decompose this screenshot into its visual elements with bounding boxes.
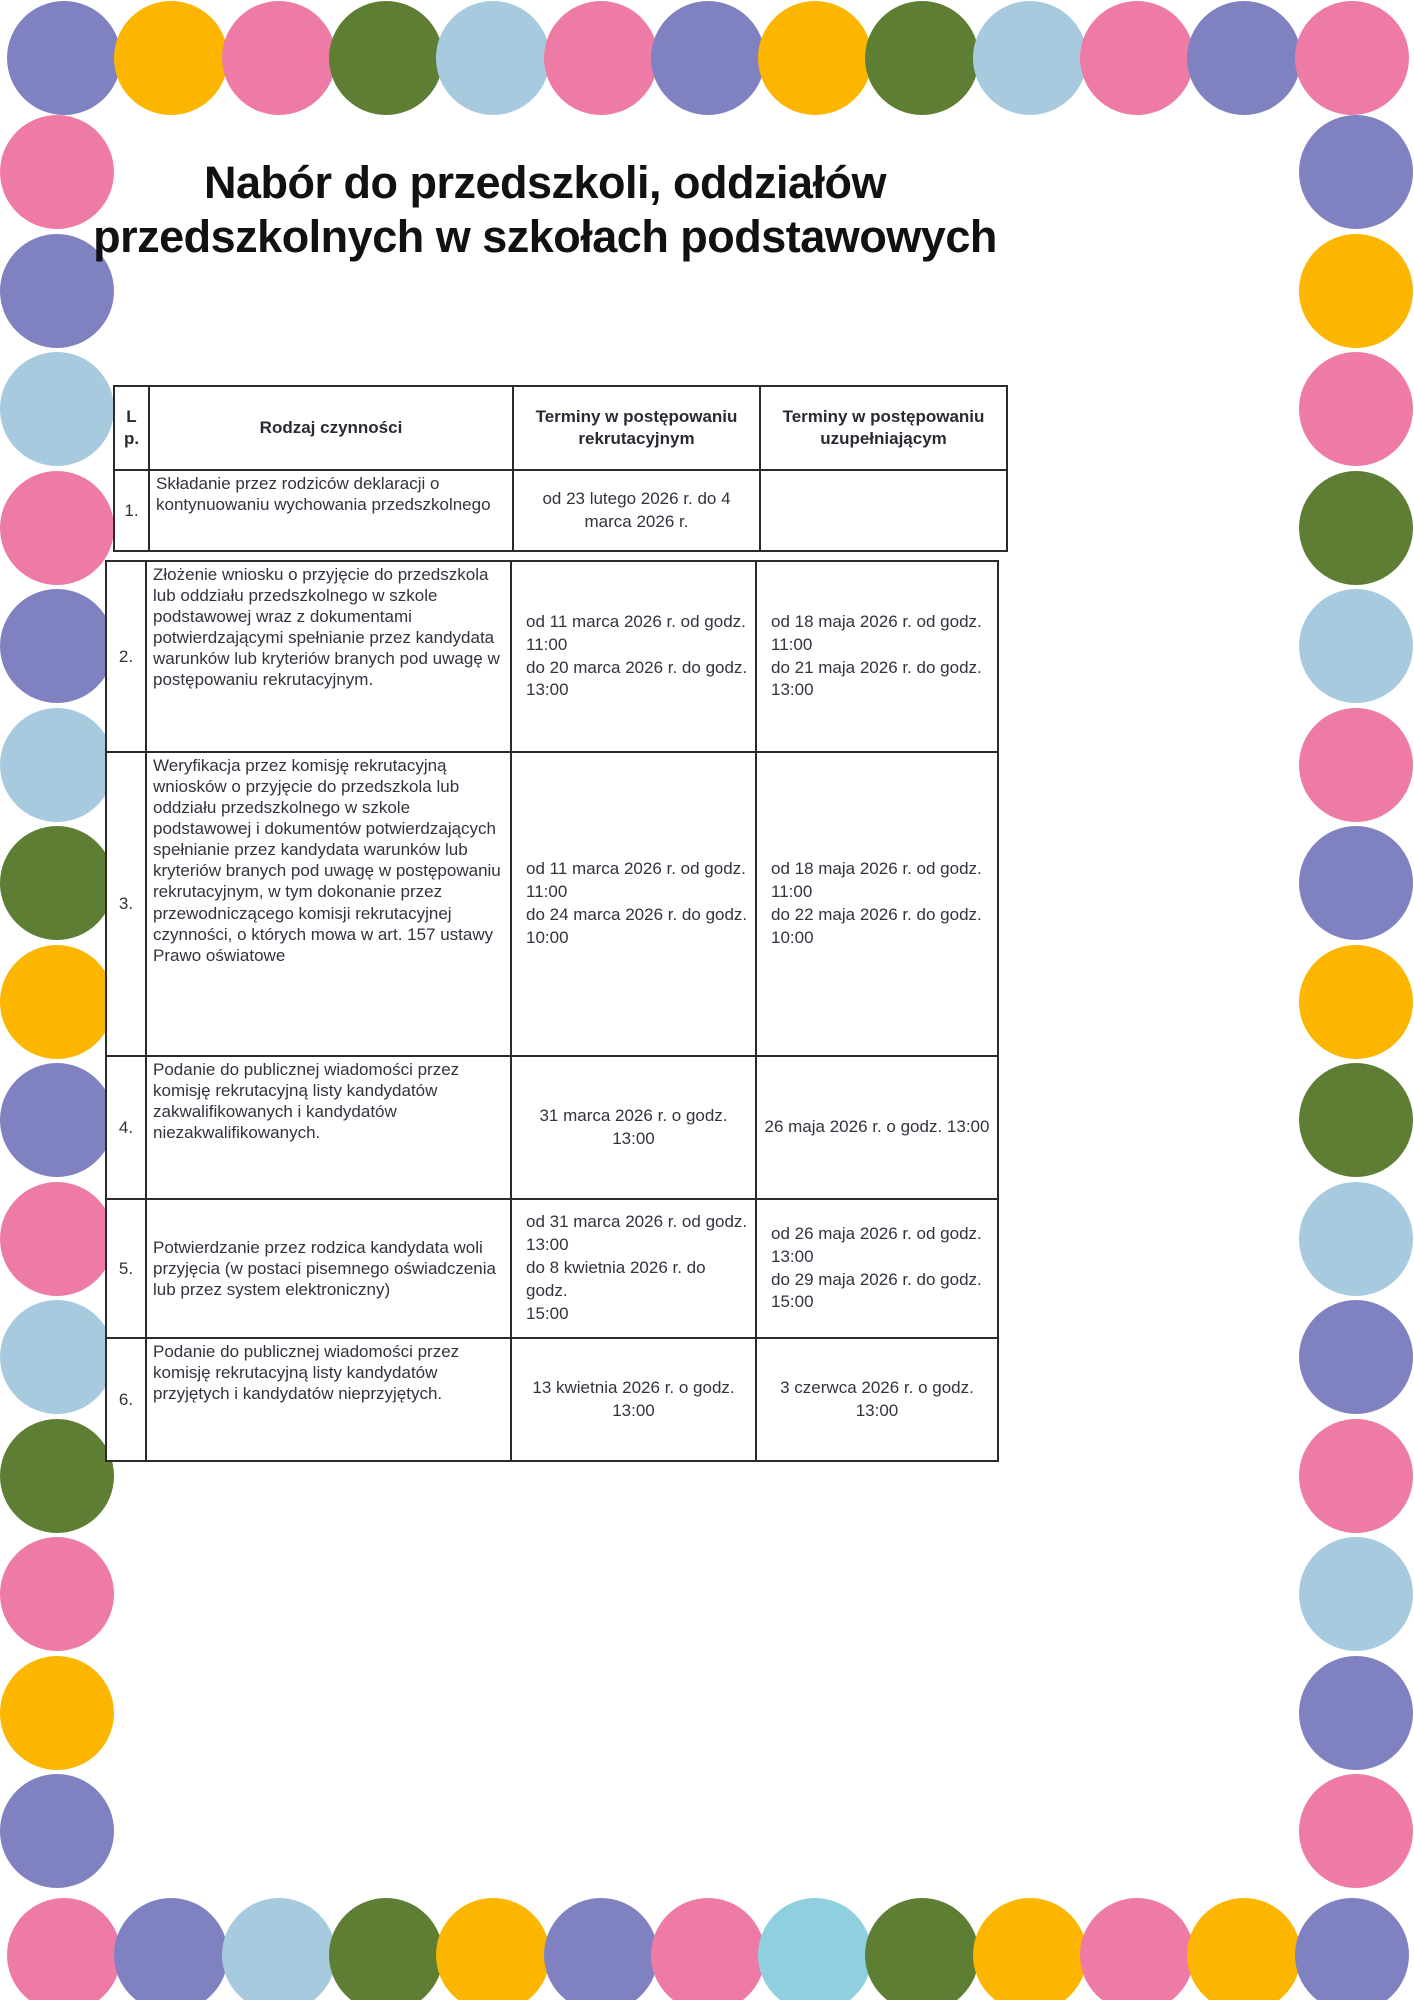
lightblue-circle <box>0 1300 114 1414</box>
pink-circle <box>0 1537 114 1651</box>
cell-activity: Składanie przez rodziców deklaracji o ko… <box>148 469 514 552</box>
cell-activity: Potwierdzanie przez rodzica kandydata wo… <box>145 1198 512 1339</box>
cell-activity: Podanie do publicznej wiadomości przez k… <box>145 1055 512 1200</box>
green-circle <box>0 1418 114 1533</box>
purple-circle <box>0 1774 114 1888</box>
table-row: 3. Weryfikacja przez komisję rekrutacyjn… <box>105 751 999 1057</box>
purple-circle <box>0 589 114 703</box>
lightblue-circle <box>1299 1181 1413 1296</box>
lightblue-circle <box>221 1898 336 2000</box>
pink-circle <box>1299 1774 1413 1888</box>
page-title: Nabór do przedszkoli, oddziałów przedszk… <box>70 156 1020 264</box>
pink-circle <box>1299 1418 1413 1533</box>
pink-circle <box>7 1898 121 2000</box>
cell-recruitment-dates: 13 kwietnia 2026 r. o godz. 13:00 <box>510 1337 757 1462</box>
green-circle <box>328 1 443 115</box>
lightblue-circle <box>972 1 1087 115</box>
purple-circle <box>1299 115 1413 229</box>
pink-circle <box>0 1181 114 1296</box>
page-title-line2: przedszkolnych w szkołach podstawowych <box>93 211 997 262</box>
cell-lp: 3. <box>105 751 147 1057</box>
pink-circle <box>221 1 336 115</box>
yellow-circle <box>972 1898 1087 2000</box>
cell-recruitment-dates: od 23 lutego 2026 r. do 4 marca 2026 r. <box>512 469 761 552</box>
purple-circle <box>7 1 121 115</box>
cell-recruitment-dates: od 11 marca 2026 r. od godz. 11:00 do 24… <box>510 751 757 1057</box>
purple-circle <box>0 233 114 348</box>
green-circle <box>865 1898 980 2000</box>
purple-circle <box>114 1898 229 2000</box>
pink-circle <box>543 1 658 115</box>
cell-recruitment-dates: 31 marca 2026 r. o godz. 13:00 <box>510 1055 757 1200</box>
cell-lp: 5. <box>105 1198 147 1339</box>
purple-circle <box>0 1063 114 1177</box>
cyan-circle <box>758 1898 873 2000</box>
purple-circle <box>1299 1655 1413 1770</box>
purple-circle <box>1187 1 1302 115</box>
table-row: 1. Składanie przez rodziców deklaracji o… <box>113 469 1008 552</box>
green-circle <box>1299 1063 1413 1177</box>
page-title-line1: Nabór do przedszkoli, oddziałów <box>203 157 887 208</box>
cell-recruitment-dates: od 31 marca 2026 r. od godz. 13:00 do 8 … <box>510 1198 757 1339</box>
header-recruitment: Terminy w postępowaniu rekrutacyjnym <box>512 385 761 471</box>
header-activity: Rodzaj czynności <box>148 385 514 471</box>
lightblue-circle <box>0 707 114 822</box>
purple-circle <box>1299 1300 1413 1414</box>
purple-circle <box>650 1 765 115</box>
green-circle <box>1299 470 1413 585</box>
cell-supplementary-dates: od 18 maja 2026 r. od godz. 11:00 do 22 … <box>755 751 999 1057</box>
schedule-table-body-section: 2. Złożenie wniosku o przyjęcie do przed… <box>105 560 999 1462</box>
purple-circle <box>1294 1898 1409 2000</box>
pink-circle <box>1299 352 1413 466</box>
cell-activity: Weryfikacja przez komisję rekrutacyjną w… <box>145 751 512 1057</box>
cell-supplementary-dates: 26 maja 2026 r. o godz. 13:00 <box>755 1055 999 1200</box>
green-circle <box>328 1898 443 2000</box>
cell-activity: Złożenie wniosku o przyjęcie do przedszk… <box>145 560 512 753</box>
cell-supplementary-dates: od 18 maja 2026 r. od godz. 11:00 do 21 … <box>755 560 999 753</box>
lightblue-circle <box>1299 589 1413 703</box>
yellow-circle <box>1187 1898 1302 2000</box>
yellow-circle <box>758 1 873 115</box>
yellow-circle <box>0 1655 114 1770</box>
lightblue-circle <box>436 1 551 115</box>
pink-circle <box>0 470 114 585</box>
table-row: 4. Podanie do publicznej wiadomości prze… <box>105 1055 999 1200</box>
schedule-table-header-section: L p. Rodzaj czynności Terminy w postępow… <box>113 385 1008 552</box>
pink-circle <box>1080 1898 1194 2000</box>
pink-circle <box>0 115 114 229</box>
pink-circle <box>1294 1 1409 115</box>
cell-supplementary-dates: od 26 maja 2026 r. od godz. 13:00 do 29 … <box>755 1198 999 1339</box>
cell-lp: 1. <box>113 469 150 552</box>
lightblue-circle <box>1299 1537 1413 1651</box>
pink-circle <box>650 1898 765 2000</box>
pink-circle <box>1299 707 1413 822</box>
cell-lp: 6. <box>105 1337 147 1462</box>
green-circle <box>865 1 980 115</box>
yellow-circle <box>436 1898 551 2000</box>
yellow-circle <box>114 1 229 115</box>
table-row: 2. Złożenie wniosku o przyjęcie do przed… <box>105 560 999 753</box>
green-circle <box>0 826 114 940</box>
cell-recruitment-dates: od 11 marca 2026 r. od godz. 11:00 do 20… <box>510 560 757 753</box>
yellow-circle <box>1299 944 1413 1059</box>
yellow-circle <box>0 944 114 1059</box>
table-header-row: L p. Rodzaj czynności Terminy w postępow… <box>113 385 1008 471</box>
cell-supplementary-dates: 3 czerwca 2026 r. o godz. 13:00 <box>755 1337 999 1462</box>
cell-activity: Podanie do publicznej wiadomości przez k… <box>145 1337 512 1462</box>
cell-lp: 2. <box>105 560 147 753</box>
lightblue-circle <box>0 352 114 466</box>
yellow-circle <box>1299 233 1413 348</box>
cell-lp: 4. <box>105 1055 147 1200</box>
pink-circle <box>1080 1 1194 115</box>
purple-circle <box>543 1898 658 2000</box>
cell-supplementary-dates <box>759 469 1008 552</box>
purple-circle <box>1299 826 1413 940</box>
table-row: 6. Podanie do publicznej wiadomości prze… <box>105 1337 999 1462</box>
header-supplementary: Terminy w postępowaniu uzupełniającym <box>759 385 1008 471</box>
table-row: 5. Potwierdzanie przez rodzica kandydata… <box>105 1198 999 1339</box>
header-lp: L p. <box>113 385 150 471</box>
